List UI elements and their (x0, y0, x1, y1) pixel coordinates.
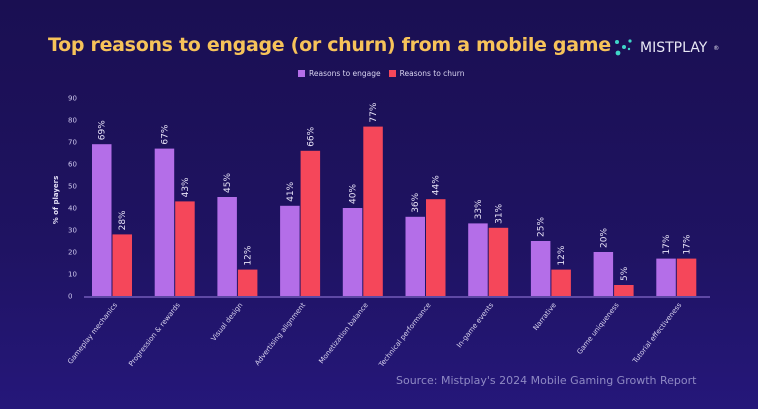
data-label-engage: 20% (599, 228, 609, 248)
data-label-engage: 25% (537, 217, 547, 237)
x-tick-label: Visual design (210, 301, 245, 342)
data-label-engage: 41% (286, 181, 296, 201)
y-tick-label: 30 (68, 227, 77, 235)
data-label-churn: 77% (369, 102, 379, 122)
x-tick-label: In-game events (455, 301, 495, 349)
data-label-engage: 69% (98, 120, 108, 140)
mistplay-logo: MISTPLAY ® (614, 38, 719, 58)
y-tick-label: 60 (68, 161, 77, 169)
data-label-churn: 44% (432, 175, 442, 195)
bar-churn (676, 258, 697, 296)
bar-engage (656, 258, 676, 296)
bar-churn (175, 201, 195, 296)
y-tick-label: 20 (68, 249, 77, 257)
bar-churn (426, 199, 446, 296)
y-axis-title: % of players (52, 176, 60, 225)
source-note: Source: Mistplay's 2024 Mobile Gaming Gr… (396, 374, 697, 387)
data-label-engage: 36% (411, 192, 421, 212)
data-label-churn: 17% (683, 234, 693, 254)
bar-engage (92, 144, 112, 296)
legend-item-engage: Reasons to engage (298, 69, 381, 78)
data-label-engage: 33% (474, 199, 484, 219)
legend: Reasons to engage Reasons to churn (298, 69, 465, 78)
chart-title: Top reasons to engage (or churn) from a … (48, 34, 611, 56)
bar-churn (551, 269, 571, 296)
x-tick-label: Monetization balance (317, 301, 369, 365)
y-tick-label: 40 (68, 205, 77, 213)
bar-churn (300, 150, 321, 296)
legend-label-engage: Reasons to engage (309, 69, 381, 78)
data-label-churn: 66% (306, 126, 316, 146)
data-label-engage: 45% (223, 173, 233, 193)
data-label-engage: 17% (662, 234, 672, 254)
bar-engage (468, 223, 488, 296)
y-tick-label: 0 (68, 293, 72, 301)
x-tick-label: Technical performance (377, 301, 433, 369)
data-label-engage: 40% (349, 184, 359, 204)
data-label-churn: 28% (118, 210, 128, 230)
legend-label-churn: Reasons to churn (399, 69, 465, 78)
x-tick-label: Game uniqueness (576, 301, 621, 356)
x-tick-label: Gameplay mechanics (66, 301, 119, 366)
data-label-churn: 12% (557, 245, 567, 265)
legend-swatch-churn (388, 70, 396, 77)
logo-registered: ® (713, 44, 720, 52)
y-tick-label: 80 (68, 117, 77, 125)
bar-churn (614, 285, 634, 296)
data-label-churn: 12% (244, 245, 254, 265)
bar-churn (237, 269, 258, 296)
bar-engage (405, 216, 425, 296)
y-tick-label: 10 (68, 271, 77, 279)
bar-engage (154, 148, 175, 296)
bar-engage (530, 241, 551, 296)
bar-engage (593, 252, 614, 296)
data-label-churn: 43% (181, 177, 191, 197)
x-tick-label: Advertising alignment (253, 301, 307, 367)
y-tick-label: 90 (68, 95, 77, 103)
bar-churn (112, 234, 132, 296)
bar-churn (363, 126, 383, 296)
bar-engage (217, 197, 237, 296)
bar-engage (280, 205, 300, 296)
legend-item-churn: Reasons to churn (388, 69, 465, 78)
x-tick-label: Tutorial effectiveness (631, 301, 684, 366)
x-tick-label: Narrative (532, 301, 558, 332)
y-tick-label: 70 (68, 139, 77, 147)
logo-text: MISTPLAY (640, 40, 708, 56)
legend-swatch-engage (298, 70, 305, 77)
data-label-churn: 31% (494, 203, 504, 223)
y-tick-label: 50 (68, 183, 77, 191)
bar-engage (342, 208, 363, 296)
data-label-engage: 67% (160, 124, 170, 144)
data-label-churn: 5% (620, 266, 630, 281)
x-tick-label: Progression & rewards (127, 301, 182, 368)
bar-churn (488, 227, 509, 296)
logo-dots-icon (615, 39, 632, 56)
